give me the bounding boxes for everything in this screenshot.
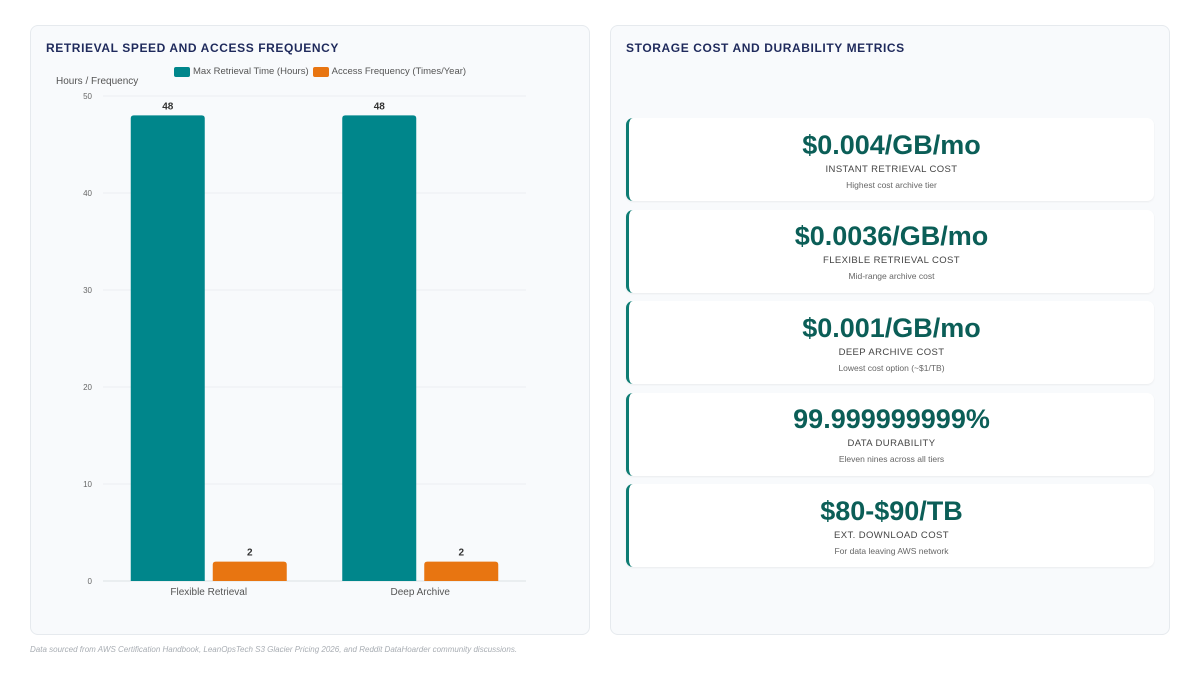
retrieval-chart-panel: RETRIEVAL SPEED AND ACCESS FREQUENCY Max… — [30, 25, 590, 635]
metric-card-deep-archive: $0.001/GB/mo DEEP ARCHIVE COST Lowest co… — [626, 301, 1154, 384]
data-label: 48 — [162, 101, 174, 112]
y-tick-label: 30 — [83, 286, 92, 295]
metric-description: Lowest cost option (~$1/TB) — [838, 362, 945, 373]
bar-chart: Hours / Frequency 0 10 20 30 40 50 48 2 Flexible … — [56, 76, 526, 598]
x-tick-label: Flexible Retrieval — [170, 587, 247, 598]
source-footnote: Data sourced from AWS Certification Hand… — [30, 645, 518, 654]
y-tick-label: 10 — [83, 480, 92, 489]
data-label: 48 — [374, 101, 386, 112]
metric-value: 99.999999999% — [793, 404, 990, 434]
bar — [342, 115, 417, 582]
bar — [130, 115, 205, 582]
metric-description: Mid-range archive cost — [848, 271, 935, 281]
metrics-panel-title: STORAGE COST AND DURABILITY METRICS — [626, 41, 905, 55]
metric-label: INSTANT RETRIEVAL COST — [825, 163, 958, 175]
metric-description: For data leaving AWS network — [834, 545, 949, 556]
data-label: 2 — [247, 548, 253, 559]
bar — [212, 561, 287, 581]
metric-value: $0.0036/GB/mo — [794, 221, 989, 251]
legend-swatch-access-frequency — [312, 66, 329, 77]
legend-swatch-retrieval-time — [174, 66, 190, 77]
y-tick-label: 0 — [88, 577, 93, 586]
metrics-panel: STORAGE COST AND DURABILITY METRICS $0.0… — [610, 25, 1170, 635]
metric-label: EXT. DOWNLOAD COST — [834, 529, 949, 541]
data-label: 2 — [458, 548, 464, 559]
y-tick-label: 20 — [83, 383, 92, 392]
metric-value: $0.004/GB/mo — [802, 129, 981, 160]
metric-card-download-cost: $80-$90/TB EXT. DOWNLOAD COST For data l… — [626, 484, 1154, 567]
chart-panel-title: RETRIEVAL SPEED AND ACCESS FREQUENCY — [46, 41, 339, 55]
y-tick-label: 40 — [83, 189, 92, 198]
metric-description: Eleven nines across all tiers — [838, 454, 945, 464]
legend-label-retrieval-time: Max Retrieval Time (Hours) — [193, 66, 309, 77]
metric-value: $80-$90/TB — [820, 495, 963, 526]
y-axis-label: Hours / Frequency — [56, 76, 138, 87]
metric-value: $0.001/GB/mo — [802, 312, 981, 343]
metric-card-flexible-retrieval: $0.0036/GB/mo FLEXIBLE RETRIEVAL COST Mi… — [626, 209, 1154, 293]
chart-legend: Max Retrieval Time (Hours) Access Freque… — [174, 66, 470, 77]
metric-label: FLEXIBLE RETRIEVAL COST — [823, 255, 960, 266]
metric-label: DATA DURABILITY — [847, 438, 936, 449]
metric-card-durability: 99.999999999% DATA DURABILITY Eleven nin… — [626, 392, 1154, 476]
legend-item-retrieval-time[interactable]: Max Retrieval Time (Hours) — [174, 66, 309, 77]
metric-card-instant-retrieval: $0.004/GB/mo INSTANT RETRIEVAL COST High… — [626, 118, 1154, 201]
x-tick-label: Deep Archive — [391, 587, 451, 598]
metric-card-list: $0.004/GB/mo INSTANT RETRIEVAL COST High… — [626, 118, 1154, 576]
legend-label-access-frequency: Access Frequency (Times/Year) — [331, 66, 467, 77]
metric-description: Highest cost archive tier — [846, 179, 937, 190]
legend-item-access-frequency[interactable]: Access Frequency (Times/Year) — [312, 66, 467, 77]
y-tick-label: 50 — [83, 92, 92, 101]
metric-label: DEEP ARCHIVE COST — [838, 346, 945, 358]
bar — [424, 561, 499, 581]
